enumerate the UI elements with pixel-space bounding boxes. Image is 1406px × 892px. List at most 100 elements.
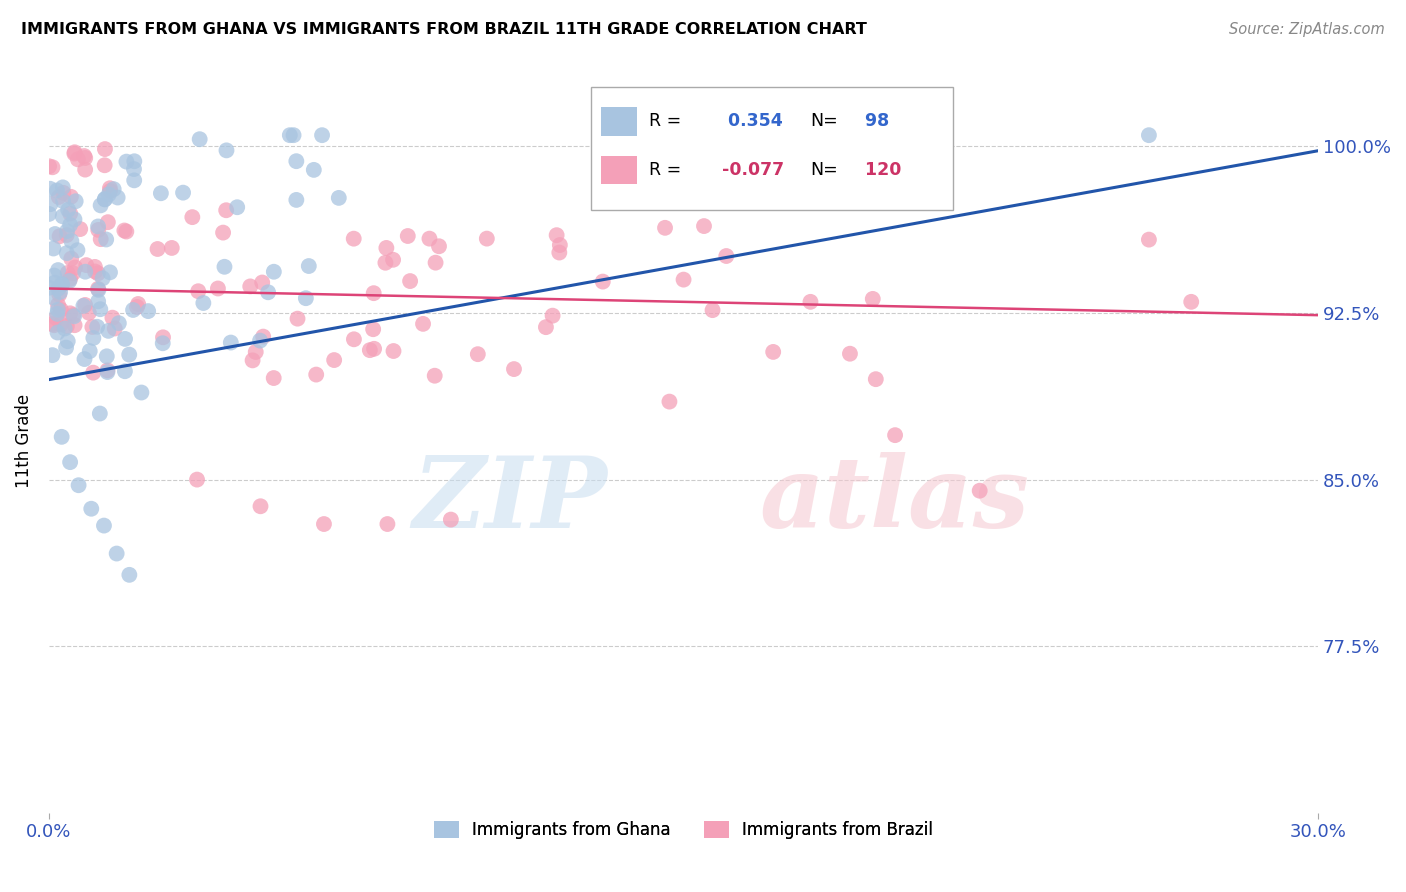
Point [311, 128, 333, 143]
Point [884, 428, 907, 442]
Point [75, 162, 97, 177]
Point [52, 186, 75, 200]
Point [49, 285, 72, 299]
Point [283, 128, 305, 143]
Point [55, 246, 77, 260]
Point [363, 342, 385, 356]
Point [56, 334, 79, 348]
Point [257, 285, 280, 300]
Point [658, 394, 681, 409]
Point [149, 186, 172, 201]
Point [48, 287, 70, 301]
Point [122, 173, 145, 187]
Point [114, 364, 136, 378]
Text: R =: R = [650, 112, 682, 130]
Point [101, 310, 124, 325]
Point [219, 335, 242, 350]
Point [46, 184, 69, 198]
Point [115, 154, 138, 169]
Point [252, 329, 274, 343]
Point [343, 232, 366, 246]
Point [63, 146, 86, 161]
Point [87, 283, 110, 297]
Point [59, 190, 82, 204]
Point [66, 153, 89, 167]
Point [87, 219, 110, 234]
Point [38, 207, 60, 221]
Point [382, 252, 405, 267]
Point [412, 317, 434, 331]
Point [250, 276, 273, 290]
Point [396, 229, 419, 244]
Point [87, 223, 110, 237]
Point [1180, 294, 1202, 309]
Point [59, 306, 82, 320]
Bar [600, 107, 637, 136]
Point [592, 275, 614, 289]
Point [62, 308, 84, 322]
Point [44, 276, 66, 290]
Point [278, 128, 301, 143]
Point [60, 234, 83, 248]
Point [312, 516, 335, 531]
Point [188, 132, 211, 146]
Point [87, 266, 110, 280]
Point [193, 296, 215, 310]
Point [93, 518, 115, 533]
Point [56, 266, 79, 280]
Point [249, 500, 271, 514]
Point [302, 162, 325, 177]
Point [90, 232, 112, 246]
Point [59, 455, 82, 469]
Point [187, 284, 209, 298]
Point [84, 264, 107, 278]
Point [323, 353, 346, 368]
Point [212, 226, 235, 240]
Point [56, 224, 79, 238]
Point [98, 181, 121, 195]
Point [108, 316, 131, 330]
Point [62, 266, 84, 280]
Point [546, 228, 568, 243]
Point [39, 197, 62, 211]
Text: 120: 120 [859, 161, 901, 178]
Point [96, 349, 118, 363]
Point [66, 244, 89, 258]
Point [534, 320, 557, 334]
Text: ZIP: ZIP [412, 452, 607, 549]
Point [328, 191, 350, 205]
Point [46, 282, 69, 296]
Point [60, 252, 83, 266]
Point [63, 260, 86, 275]
Point [86, 319, 108, 334]
Text: Source: ZipAtlas.com: Source: ZipAtlas.com [1229, 22, 1385, 37]
Point [98, 184, 121, 198]
Point [382, 344, 405, 359]
Point [59, 272, 82, 286]
Point [181, 210, 204, 224]
Point [42, 242, 65, 256]
Point [38, 281, 60, 295]
Point [83, 260, 105, 274]
Text: IMMIGRANTS FROM GHANA VS IMMIGRANTS FROM BRAZIL 11TH GRADE CORRELATION CHART: IMMIGRANTS FROM GHANA VS IMMIGRANTS FROM… [21, 22, 868, 37]
Point [285, 154, 308, 169]
Point [89, 302, 111, 317]
Point [122, 302, 145, 317]
Point [55, 341, 77, 355]
Point [52, 210, 75, 224]
Point [862, 292, 884, 306]
Point [969, 483, 991, 498]
Point [87, 294, 110, 309]
Point [98, 265, 121, 279]
Point [90, 198, 112, 212]
Point [42, 290, 65, 304]
Point [693, 219, 716, 233]
Point [418, 232, 440, 246]
Point [215, 203, 238, 218]
Point [46, 298, 69, 312]
Point [214, 260, 236, 274]
Point [107, 190, 129, 204]
Point [186, 473, 208, 487]
Point [96, 232, 118, 246]
Point [44, 227, 66, 241]
